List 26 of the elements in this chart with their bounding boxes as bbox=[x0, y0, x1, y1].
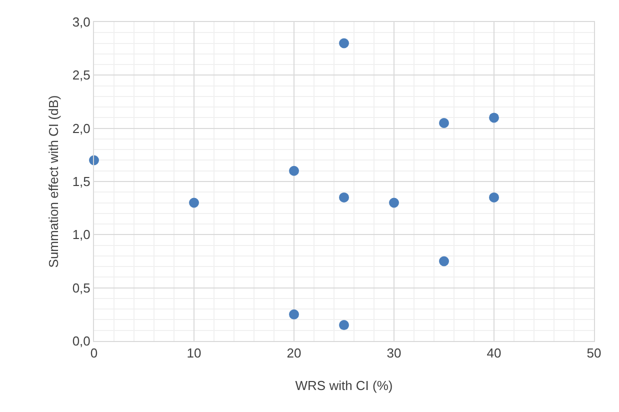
y-tick-label: 1,0 bbox=[72, 227, 90, 242]
point bbox=[189, 198, 199, 208]
x-tick-label: 0 bbox=[90, 346, 98, 361]
y-tick-label: 0,5 bbox=[72, 280, 90, 296]
x-tick-label: 20 bbox=[286, 346, 302, 361]
point bbox=[339, 38, 349, 48]
point bbox=[339, 192, 349, 202]
y-tick-label: 3,0 bbox=[72, 14, 90, 30]
point bbox=[439, 256, 449, 266]
point bbox=[289, 309, 299, 320]
point bbox=[289, 166, 299, 176]
point bbox=[489, 112, 499, 123]
point bbox=[489, 192, 499, 202]
x-tick-label: 30 bbox=[386, 346, 402, 361]
y-axis-title: Summation effect with CI (dB) bbox=[46, 95, 61, 268]
point bbox=[439, 118, 449, 128]
x-axis-title: WRS with CI (%) bbox=[295, 378, 393, 393]
x-tick-label: 40 bbox=[486, 346, 502, 361]
x-tick-label: 10 bbox=[186, 346, 202, 361]
y-tick-label: 0,0 bbox=[72, 334, 90, 349]
point bbox=[389, 198, 399, 208]
x-tick-label: 50 bbox=[586, 346, 602, 361]
point bbox=[339, 320, 349, 330]
y-tick-label: 2,5 bbox=[72, 68, 90, 83]
y-tick-label: 1,5 bbox=[72, 174, 90, 190]
y-tick-label: 2,0 bbox=[72, 120, 90, 136]
